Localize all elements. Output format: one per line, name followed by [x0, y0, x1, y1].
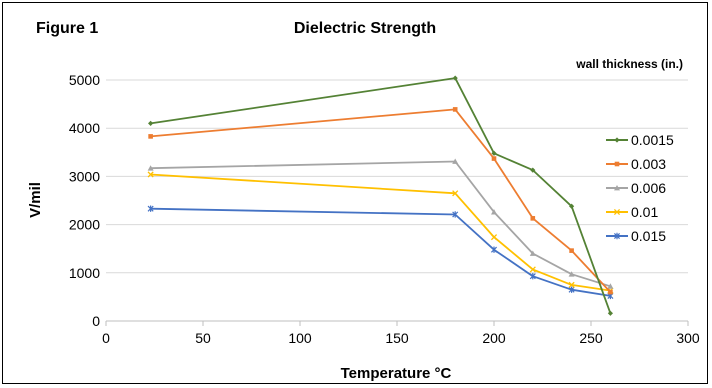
legend-entry: 0.015	[631, 228, 666, 244]
data-point	[452, 75, 458, 81]
data-point	[148, 134, 153, 139]
y-tick-label: 3000	[69, 168, 100, 184]
data-point	[491, 150, 497, 156]
data-point	[490, 246, 498, 253]
legend-marker	[614, 185, 620, 191]
x-tick-label: 250	[579, 330, 603, 346]
y-tick-label: 2000	[69, 217, 100, 233]
data-point	[569, 248, 574, 253]
series-line	[150, 77, 612, 314]
legend-entry: 0.0015	[631, 132, 674, 148]
data-point	[568, 271, 575, 277]
series-line	[150, 108, 612, 293]
series-line	[150, 207, 611, 297]
legend: 0.0015 0.003 0.006 0.01 0.015	[606, 132, 674, 244]
legend-entry: 0.003	[631, 156, 666, 172]
legend-marker	[614, 137, 620, 143]
data-point	[147, 171, 154, 178]
data-point	[147, 165, 154, 171]
x-tick-label: 100	[288, 330, 312, 346]
series-layer	[147, 75, 614, 316]
data-point	[452, 190, 459, 197]
data-point	[148, 120, 154, 126]
data-point	[530, 167, 536, 173]
data-point	[607, 310, 613, 316]
figure-label: Figure 1	[36, 20, 98, 37]
data-point	[529, 250, 536, 256]
legend-entry: 0.01	[631, 204, 658, 220]
legend-marker	[614, 161, 620, 167]
grid-layer	[106, 79, 688, 274]
y-tick-label: 1000	[69, 265, 100, 281]
legend-entry: 0.006	[631, 180, 666, 196]
data-point	[530, 216, 536, 221]
data-point	[568, 281, 575, 288]
data-point	[568, 286, 575, 293]
y-axis-label: V/mil	[27, 182, 44, 218]
data-point	[608, 289, 613, 295]
data-point	[607, 283, 614, 289]
data-point	[452, 107, 458, 112]
x-tick-label: 50	[195, 330, 211, 346]
chart-title: Dielectric Strength	[294, 20, 436, 37]
data-point	[529, 266, 536, 273]
x-tick-label: 0	[102, 330, 110, 346]
chart-frame	[2, 2, 708, 384]
x-tick-label: 200	[482, 330, 506, 346]
x-tick-label: 150	[385, 330, 409, 346]
data-point	[491, 209, 497, 215]
series-line	[150, 173, 611, 292]
legend-marker	[613, 232, 621, 240]
series-line	[150, 160, 611, 288]
data-point	[452, 211, 459, 218]
data-point	[529, 272, 536, 280]
data-point	[490, 234, 498, 241]
axis-layer: 0 1000 2000 3000 4000 5000 0 50 100 150 200 250 300	[69, 72, 700, 346]
x-axis-label: Temperature °C	[341, 365, 452, 382]
y-tick-label: 5000	[69, 72, 100, 88]
data-point	[491, 156, 497, 161]
data-point	[147, 205, 154, 212]
data-point	[452, 158, 459, 164]
legend-title: wall thickness (in.)	[575, 57, 683, 71]
x-tick-label: 300	[676, 330, 700, 346]
legend-marker	[613, 208, 621, 216]
y-tick-label: 0	[92, 313, 100, 329]
data-point	[569, 203, 575, 209]
y-tick-label: 4000	[69, 120, 100, 136]
